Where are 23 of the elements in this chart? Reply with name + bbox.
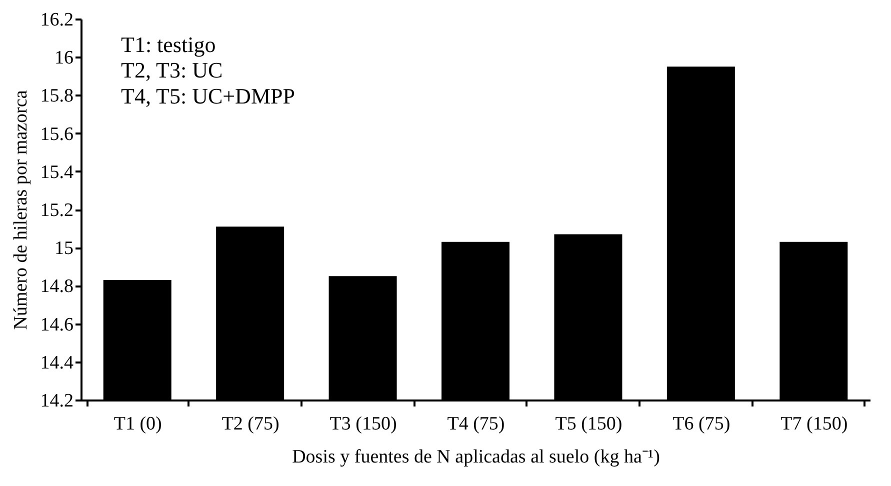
y-tick-label: 14.8 — [40, 276, 74, 298]
x-tick-label: T1 (0) — [114, 414, 162, 434]
y-tick-label: 15.6 — [40, 124, 74, 145]
y-tick-label: 14.6 — [40, 314, 74, 336]
y-tick-label: 14.2 — [40, 390, 74, 412]
x-tick-label: T4 (75) — [447, 414, 505, 434]
y-tick-label: 14.4 — [40, 352, 74, 374]
y-tick-label: 15.8 — [40, 86, 74, 107]
y-tick-label: 16 — [54, 48, 74, 69]
x-axis-title: Dosis y fuentes de N aplicadas al suelo (kg ha⁻¹) — [292, 446, 660, 468]
x-tick-label: T2 (75) — [222, 414, 280, 434]
y-tick-label: 15.4 — [40, 162, 74, 183]
y-tick-label: 15.2 — [40, 200, 74, 221]
x-tick-label: T5 (150) — [555, 414, 622, 434]
x-tick-label: T6 (75) — [672, 414, 730, 434]
annotation: T1: testigo — [121, 32, 216, 57]
y-tick-label: 15 — [54, 238, 74, 260]
x-tick-label: T3 (150) — [330, 414, 397, 434]
y-tick-label: 16.2 — [40, 10, 74, 30]
y-axis-title: Número de hileras por mazorca — [10, 90, 32, 330]
annotation: T4, T5: UC+DMPP — [121, 83, 295, 108]
annotation: T2, T3: UC — [121, 58, 223, 83]
x-tick-label: T7 (150) — [780, 414, 848, 434]
